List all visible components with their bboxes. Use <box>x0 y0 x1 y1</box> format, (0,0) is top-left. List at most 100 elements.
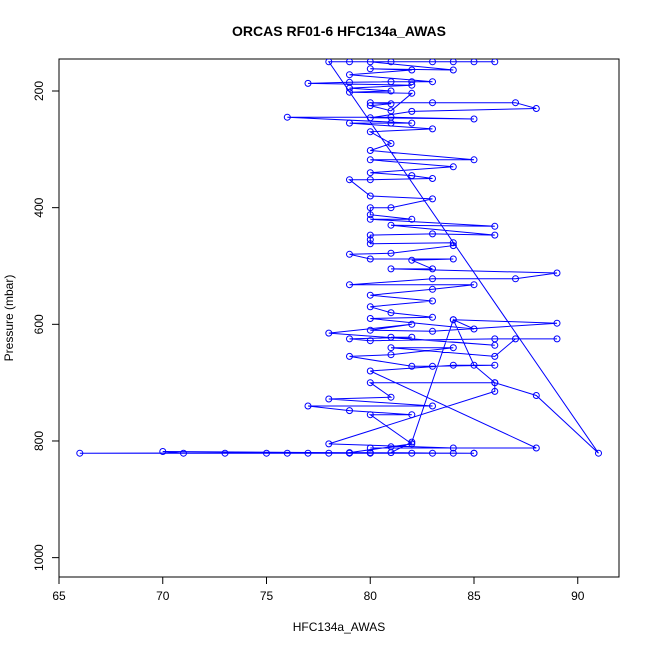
data-point <box>387 344 395 352</box>
data-point <box>470 156 478 164</box>
data-point <box>429 99 436 107</box>
data-point <box>408 78 416 86</box>
data-point <box>429 313 436 321</box>
data-point <box>532 105 540 112</box>
data-point <box>429 297 436 305</box>
data-point <box>387 309 395 317</box>
data-point <box>408 81 416 89</box>
data-point <box>512 275 519 283</box>
data-point <box>470 281 478 289</box>
data-point <box>76 449 84 457</box>
data-point <box>366 99 374 107</box>
data-point <box>449 316 457 324</box>
data-point <box>387 449 395 457</box>
data-point <box>346 250 353 258</box>
data-point <box>366 449 374 457</box>
data-point <box>429 362 436 370</box>
data-point <box>180 449 187 457</box>
data-point <box>449 444 457 452</box>
data-point <box>429 59 436 66</box>
data-point <box>346 335 353 343</box>
data-point <box>387 140 395 147</box>
x-tick-label: 85 <box>467 589 481 603</box>
data-point <box>449 66 457 74</box>
chart-title: ORCAS RF01-6 HFC134a_AWAS <box>232 23 446 39</box>
data-point <box>366 236 374 244</box>
data-point <box>325 449 333 457</box>
data-point <box>408 333 416 341</box>
y-tick-label: 600 <box>32 314 46 334</box>
data-point <box>366 411 374 419</box>
data-point <box>491 379 499 387</box>
data-point <box>304 79 312 87</box>
data-point <box>366 291 374 299</box>
data-point <box>366 169 374 177</box>
y-tick-label: 800 <box>32 431 46 451</box>
data-point <box>491 341 499 349</box>
data-point <box>325 59 333 66</box>
data-point <box>387 249 395 257</box>
data-point <box>346 449 353 457</box>
data-point <box>346 71 353 79</box>
data-point <box>346 176 353 184</box>
data-point <box>346 119 353 127</box>
data-point <box>366 315 374 322</box>
data-point <box>387 221 395 229</box>
y-tick-label: 400 <box>32 197 46 217</box>
x-axis-label: HFC134a_AWAS <box>293 620 385 634</box>
data-point <box>366 59 374 66</box>
data-point <box>408 66 416 74</box>
data-point <box>366 240 374 248</box>
data-point <box>449 242 457 250</box>
data-point <box>304 449 312 457</box>
data-point <box>366 326 374 334</box>
x-tick-label: 75 <box>260 589 274 603</box>
data-point <box>408 215 416 223</box>
data-point <box>449 361 457 369</box>
series-group <box>76 59 602 457</box>
data-point <box>366 147 374 154</box>
series-line <box>79 61 599 454</box>
data-point <box>429 327 436 335</box>
data-point <box>304 402 312 410</box>
data-point <box>366 255 374 263</box>
data-point <box>387 333 395 341</box>
data-point <box>366 176 374 184</box>
data-point <box>387 351 395 359</box>
data-point <box>387 59 395 66</box>
data-point <box>449 59 457 66</box>
data-point <box>366 156 374 164</box>
y-tick-label: 1000 <box>32 544 46 571</box>
data-point <box>449 239 457 247</box>
data-point <box>429 230 436 238</box>
data-point <box>429 195 436 203</box>
data-point <box>325 395 333 403</box>
data-point <box>387 100 395 108</box>
data-point <box>470 361 478 369</box>
data-point <box>429 78 436 86</box>
data-point <box>408 362 416 370</box>
data-point <box>221 449 229 457</box>
data-point <box>512 99 519 107</box>
data-point <box>408 172 416 180</box>
data-point <box>491 387 499 395</box>
data-point <box>283 113 291 121</box>
data-point <box>366 114 374 122</box>
series-0 <box>76 59 602 457</box>
data-point <box>387 107 395 115</box>
data-point <box>366 128 374 136</box>
data-point <box>470 59 478 66</box>
x-tick-label: 90 <box>571 589 585 603</box>
data-point <box>595 449 602 457</box>
x-tick-label: 65 <box>52 589 66 603</box>
data-point <box>387 265 395 273</box>
data-point <box>159 448 167 455</box>
data-point <box>366 231 374 239</box>
data-point <box>346 352 353 360</box>
data-point <box>366 379 374 387</box>
data-point <box>366 303 374 311</box>
data-point <box>366 211 374 219</box>
x-tick-label: 70 <box>156 589 170 603</box>
